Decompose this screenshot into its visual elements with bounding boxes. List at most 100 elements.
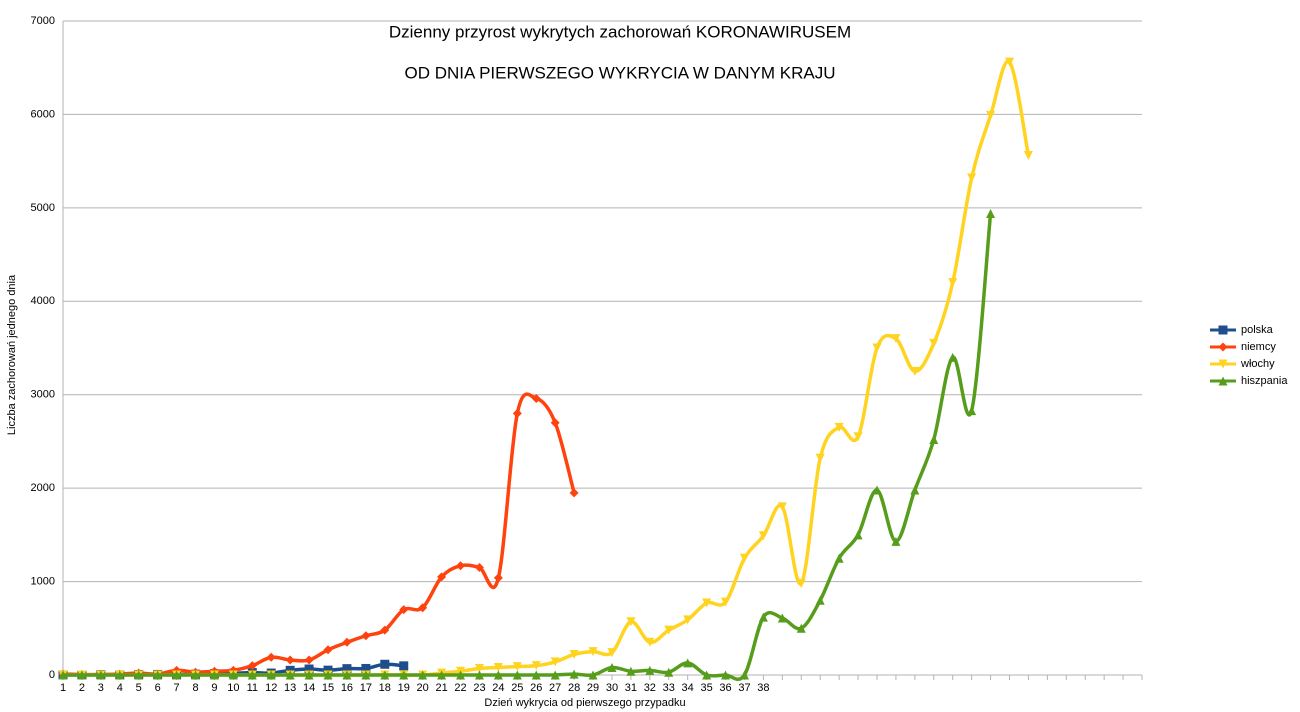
x-tick-label: 4 xyxy=(117,682,123,694)
x-tick-label: 11 xyxy=(247,682,258,694)
marker xyxy=(702,598,712,608)
marker xyxy=(815,595,825,605)
marker xyxy=(380,659,390,669)
x-tick-label: 37 xyxy=(738,682,750,694)
y-tick-label: 1000 xyxy=(31,575,55,587)
legend-label: polska xyxy=(1241,324,1274,336)
x-tick-label: 7 xyxy=(174,682,180,694)
marker xyxy=(683,658,693,668)
marker xyxy=(967,406,977,416)
marker xyxy=(418,603,428,613)
marker xyxy=(512,408,522,418)
marker xyxy=(948,352,958,362)
marker xyxy=(399,661,409,671)
series-line xyxy=(62,213,993,681)
marker xyxy=(777,613,787,623)
marker xyxy=(588,647,598,657)
marker xyxy=(115,670,125,680)
chart-title: Dzienny przyrost wykrytych zachorowań KO… xyxy=(389,22,851,41)
marker xyxy=(645,665,655,675)
marker xyxy=(304,670,314,680)
y-tick-label: 2000 xyxy=(31,482,55,494)
marker xyxy=(512,670,522,680)
marker xyxy=(380,670,390,680)
marker xyxy=(474,663,484,673)
marker xyxy=(191,670,201,680)
x-tick-label: 13 xyxy=(284,682,296,694)
x-tick-label: 20 xyxy=(417,682,429,694)
marker xyxy=(986,208,996,218)
x-tick-label: 38 xyxy=(757,682,769,694)
marker xyxy=(247,661,257,671)
y-tick-label: 5000 xyxy=(31,202,55,214)
x-tick-label: 5 xyxy=(136,682,142,694)
marker xyxy=(550,670,560,680)
series: hiszpania xyxy=(58,208,1288,681)
x-tick-label: 17 xyxy=(360,682,372,694)
marker xyxy=(399,605,409,615)
marker xyxy=(418,670,428,680)
marker xyxy=(456,561,466,571)
marker xyxy=(493,663,503,673)
x-tick-label: 24 xyxy=(492,682,504,694)
legend-marker xyxy=(1218,359,1228,369)
marker xyxy=(304,655,314,665)
marker xyxy=(456,670,466,680)
marker xyxy=(361,663,371,673)
marker xyxy=(342,670,352,680)
marker xyxy=(739,553,749,563)
x-tick-label: 25 xyxy=(511,682,523,694)
marker xyxy=(247,670,257,680)
marker xyxy=(834,422,844,432)
marker xyxy=(304,664,314,674)
marker xyxy=(910,485,920,495)
marker xyxy=(380,625,390,635)
y-tick-label: 0 xyxy=(49,669,55,681)
series-line xyxy=(62,392,576,677)
marker xyxy=(437,670,447,680)
marker xyxy=(777,502,787,512)
marker xyxy=(550,418,560,428)
x-tick-label: 12 xyxy=(265,682,277,694)
x-tick-label: 2 xyxy=(79,682,85,694)
marker xyxy=(474,563,484,573)
marker xyxy=(342,664,352,674)
marker xyxy=(531,661,541,671)
x-tick-label: 10 xyxy=(227,682,239,694)
marker xyxy=(209,670,219,680)
marker xyxy=(607,648,617,658)
y-axis-label: Liczba zachorowań jednego dnia xyxy=(6,274,18,435)
marker xyxy=(285,665,295,675)
legend-label: niemcy xyxy=(1241,341,1276,353)
marker xyxy=(853,432,863,442)
marker xyxy=(1004,57,1014,67)
marker xyxy=(607,663,617,673)
marker xyxy=(77,670,87,680)
marker xyxy=(361,631,371,641)
marker xyxy=(758,531,768,541)
marker xyxy=(1023,151,1033,161)
marker xyxy=(361,670,371,680)
marker xyxy=(721,670,731,680)
marker xyxy=(323,670,333,680)
series: włochy xyxy=(58,57,1275,680)
marker xyxy=(474,670,484,680)
marker xyxy=(796,623,806,633)
marker xyxy=(853,530,863,540)
marker xyxy=(266,670,276,680)
marker xyxy=(58,670,68,680)
marker xyxy=(683,615,693,625)
marker xyxy=(796,578,806,588)
marker xyxy=(285,670,295,680)
x-tick-label: 9 xyxy=(211,682,217,694)
chart-subtitle: OD DNIA PIERWSZEGO WYKRYCIA W DANYM KRAJ… xyxy=(404,63,835,82)
marker xyxy=(588,670,598,680)
marker xyxy=(929,338,939,348)
x-tick-label: 19 xyxy=(398,682,410,694)
marker xyxy=(626,617,636,627)
legend-marker xyxy=(1218,342,1228,352)
x-tick-label: 3 xyxy=(98,682,104,694)
marker xyxy=(721,597,731,607)
marker xyxy=(493,670,503,680)
